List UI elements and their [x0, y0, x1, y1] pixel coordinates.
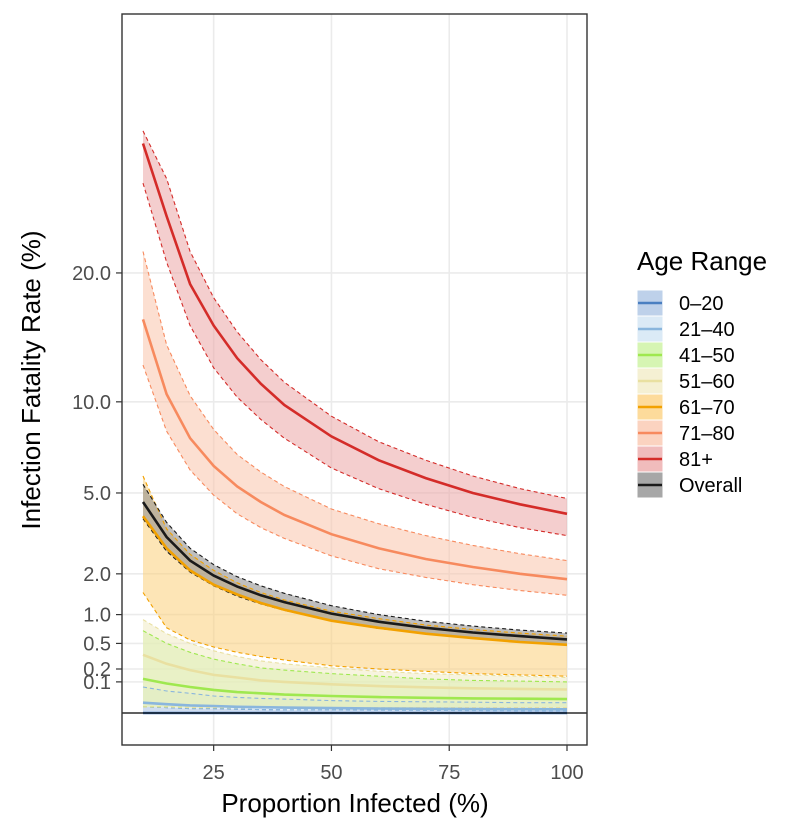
series-line-51–60 — [142, 653, 568, 691]
series-line-61–70 — [141, 515, 568, 647]
band-upper-81+ — [142, 130, 568, 500]
band-upper-71–80 — [142, 251, 568, 562]
x-axis-title: Proportion Infected (%) — [221, 788, 488, 818]
legend-label: Overall — [679, 475, 742, 497]
band-61–70 — [143, 476, 567, 677]
band-upper-Overall — [142, 484, 568, 634]
series-lines — [141, 130, 568, 715]
y-axis-ticks: 0.10.2 0.5 1.0 2.0 5.0 10.0 20.0 — [72, 263, 122, 694]
band-upper-51–60 — [142, 619, 568, 679]
legend-title: Age Range — [637, 246, 767, 276]
band-Overall — [143, 484, 567, 645]
series-line-81+ — [141, 143, 568, 516]
legend-label: 41–50 — [679, 345, 735, 367]
panel-border — [121, 13, 588, 746]
y-tick-label: 10.0 — [72, 392, 111, 414]
x-tick-label: 100 — [550, 762, 583, 784]
y-tick-label: 0.5 — [83, 633, 111, 655]
legend-label: 21–40 — [679, 319, 735, 341]
series-line-21–40 — [142, 701, 568, 711]
legend-label: 51–60 — [679, 371, 735, 393]
legend-label: 0–20 — [679, 293, 724, 315]
legend-label: 61–70 — [679, 397, 735, 419]
series-line-71–80 — [141, 319, 568, 581]
band-upper-61–70 — [142, 475, 568, 637]
legend-label: 71–80 — [679, 423, 735, 445]
series-line-41–50 — [142, 677, 568, 701]
band-lower-21–40 — [142, 706, 567, 712]
x-axis-ticks: 25 50 75 100 — [203, 745, 584, 784]
band-lower-71–80 — [142, 364, 568, 596]
y-tick-label: 5.0 — [83, 483, 111, 505]
x-tick-label: 75 — [438, 762, 460, 784]
y-tick-label: 0.2 — [83, 659, 111, 681]
band-51–60 — [143, 619, 567, 708]
band-71–80 — [143, 251, 567, 596]
y-tick-label: 0.1 — [83, 672, 111, 694]
y-axis-title: Infection Fatality Rate (%) — [16, 230, 46, 529]
x-tick-label: 50 — [320, 762, 342, 784]
y-tick-label: 2.0 — [83, 564, 111, 586]
band-lower-81+ — [142, 182, 568, 537]
confidence-bands — [143, 130, 567, 713]
legend: Age Range 0–20 21–40 41–50 51–60 61–70 71–80 8… — [636, 246, 767, 499]
band-81+ — [143, 130, 567, 536]
legend-label: 81+ — [679, 449, 713, 471]
y-tick-label: 20.0 — [72, 263, 111, 285]
y-tick-label: 1.0 — [83, 605, 111, 627]
x-tick-label: 25 — [203, 762, 225, 784]
band-upper-41–50 — [142, 630, 568, 683]
series-line-Overall — [141, 501, 568, 641]
band-upper-21–40 — [142, 686, 567, 704]
